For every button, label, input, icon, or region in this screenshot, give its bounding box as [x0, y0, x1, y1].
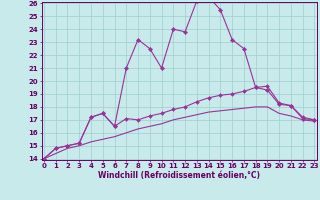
- X-axis label: Windchill (Refroidissement éolien,°C): Windchill (Refroidissement éolien,°C): [98, 171, 260, 180]
